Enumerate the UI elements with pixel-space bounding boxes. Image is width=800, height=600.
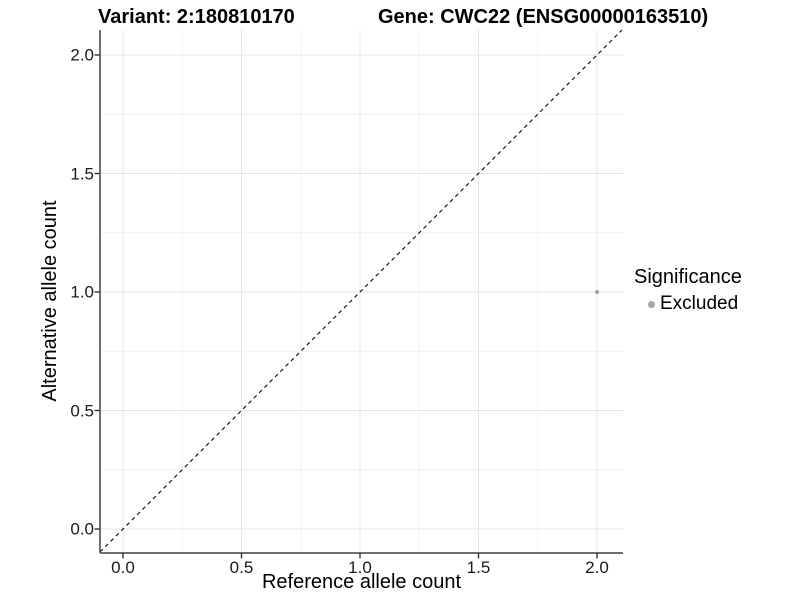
data-point [595,290,599,294]
x-axis-label: Reference allele count [261,571,461,593]
legend-key-dot-icon [648,300,655,308]
y-axis-label: Alternative allele count [39,200,61,402]
y-tick-label: 2.0 [70,45,94,65]
legend-title: Significance [634,266,742,288]
plot-title-gene: Gene: CWC22 (ENSG00000163510) [378,6,709,28]
x-tick-label: 2.0 [585,558,609,577]
plot-title-variant: Variant: 2:180810170 [98,6,295,28]
y-tick-label: 1.5 [70,164,94,183]
x-tick-label: 0.5 [229,558,254,577]
identity-dashed-line [99,29,623,553]
y-tick-label: 0.0 [70,519,94,539]
x-tick-label: 0.0 [111,558,135,577]
x-tick-label: 1.5 [466,558,491,577]
y-tick-label: 0.5 [70,401,94,420]
legend-entries: Excluded [634,293,742,315]
y-tick-label: 1.0 [70,282,94,302]
legend-entry: Excluded [648,293,742,315]
x-tick-label: 1.0 [348,558,372,577]
legend-entry-label: Excluded [660,293,739,314]
legend: Significance Excluded [634,266,742,315]
